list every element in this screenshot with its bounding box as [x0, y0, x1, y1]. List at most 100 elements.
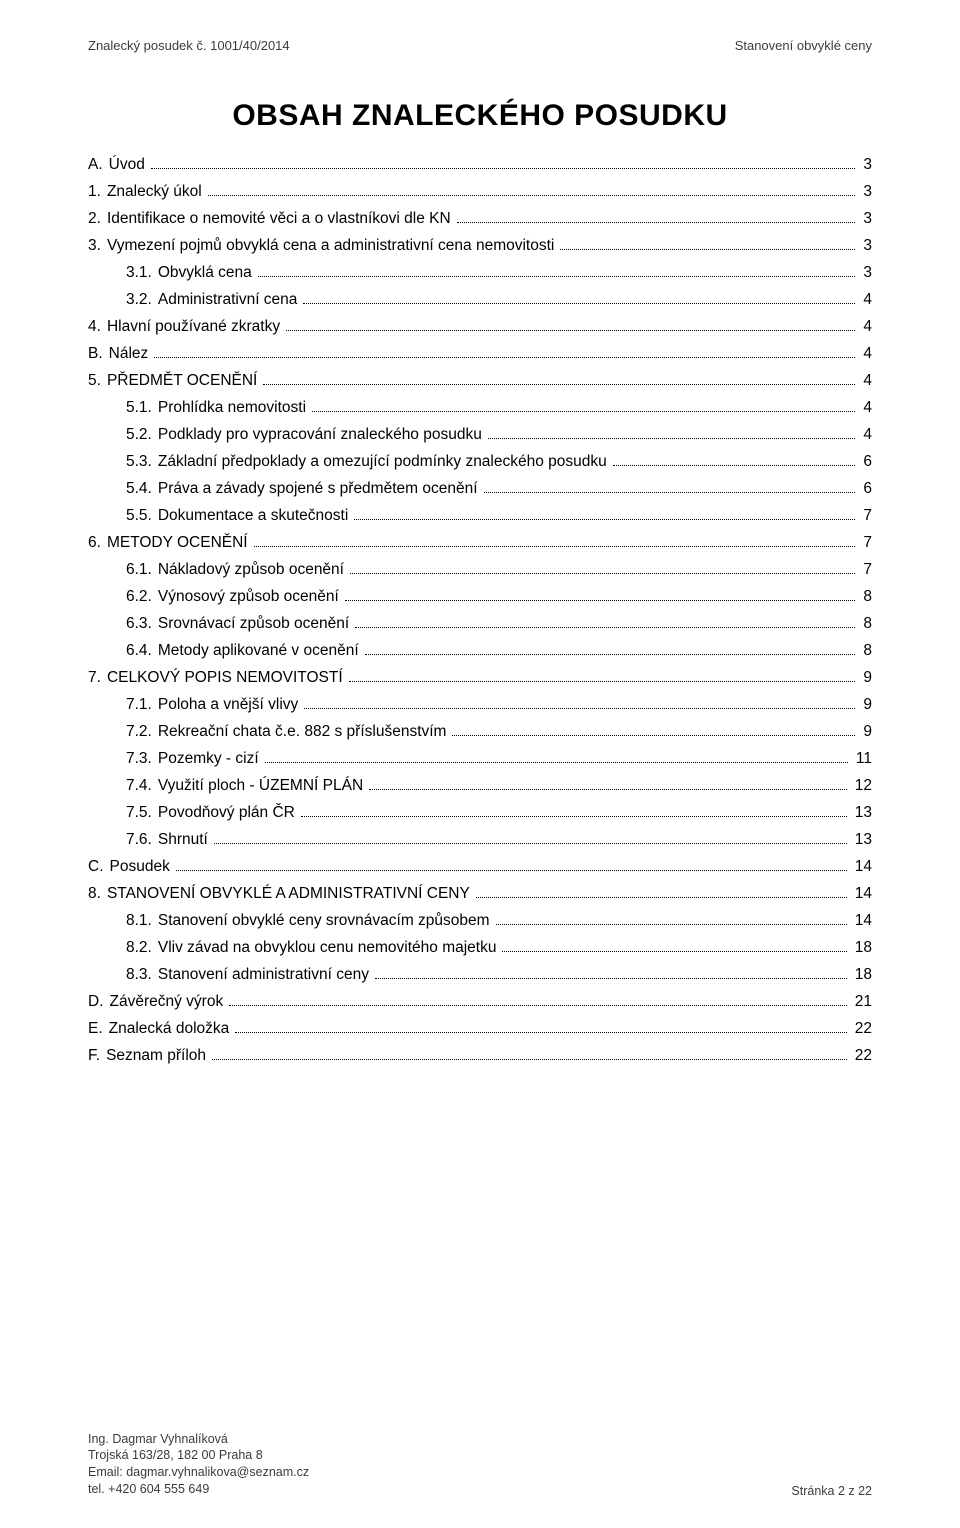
toc-entry-label: METODY OCENĚNÍ [101, 535, 248, 551]
toc-leader-dots [212, 1059, 847, 1060]
title-rest: BSAH ZNALECKÉHO POSUDKU [256, 99, 728, 132]
toc-entry-label: Metody aplikované v ocenění [152, 643, 359, 659]
footer-page-number: Stránka 2 z 22 [791, 1484, 872, 1498]
toc-entry-label: Vliv závad na obvyklou cenu nemovitého m… [152, 940, 497, 956]
toc-entry-page: 3 [859, 238, 872, 254]
toc-entry-number: A. [88, 157, 103, 173]
toc-leader-dots [354, 519, 855, 520]
toc-entry-number: 6.3. [126, 616, 152, 632]
toc-entry: 3.Vymezení pojmů obvyklá cena a administ… [88, 238, 872, 254]
toc-entry-page: 7 [859, 508, 872, 524]
toc-entry-label: Vymezení pojmů obvyklá cena a administra… [101, 238, 554, 254]
toc-leader-dots [613, 465, 856, 466]
toc-entry-page: 4 [859, 346, 872, 362]
toc-leader-dots [312, 411, 855, 412]
toc-entry-page: 11 [852, 751, 872, 767]
toc-entry: 8.2.Vliv závad na obvyklou cenu nemovité… [126, 940, 872, 956]
toc-entry-number: 5.3. [126, 454, 152, 470]
toc-entry-number: E. [88, 1021, 103, 1037]
toc-entry-label: Znalecký úkol [101, 184, 202, 200]
toc-entry-label: Stanovení obvyklé ceny srovnávacím způso… [152, 913, 490, 929]
toc-entry-label: Nákladový způsob ocenění [152, 562, 344, 578]
toc-entry: E.Znalecká doložka22 [88, 1021, 872, 1037]
toc-entry-number: 3. [88, 238, 101, 254]
toc-entry: 7.CELKOVÝ POPIS NEMOVITOSTÍ9 [88, 670, 872, 686]
toc-entry-number: 7.2. [126, 724, 152, 740]
toc-leader-dots [349, 681, 856, 682]
toc-entry-page: 9 [859, 697, 872, 713]
toc-entry-number: F. [88, 1048, 100, 1064]
toc-leader-dots [375, 978, 847, 979]
toc-entry-page: 4 [859, 319, 872, 335]
toc-entry-number: 5.1. [126, 400, 152, 416]
header-right: Stanovení obvyklé ceny [735, 38, 872, 53]
toc-leader-dots [265, 762, 848, 763]
toc-entry-label: Úvod [103, 157, 145, 173]
toc-entry-page: 3 [859, 157, 872, 173]
toc-leader-dots [154, 357, 855, 358]
toc-entry: 6.4.Metody aplikované v ocenění 8 [126, 643, 872, 659]
toc-entry: 5.5.Dokumentace a skutečnosti7 [126, 508, 872, 524]
toc-entry-label: Shrnutí [152, 832, 208, 848]
toc-entry-number: 8.2. [126, 940, 152, 956]
toc-entry: 7.2.Rekreační chata č.e. 882 s příslušen… [126, 724, 872, 740]
toc-entry-page: 12 [851, 778, 872, 794]
toc-entry-number: 7.4. [126, 778, 152, 794]
toc-entry-label: Obvyklá cena [152, 265, 252, 281]
toc-leader-dots [151, 168, 856, 169]
toc-entry: C.Posudek14 [88, 859, 872, 875]
footer-tel: tel. +420 604 555 649 [88, 1481, 309, 1498]
footer-email-label: Email: [88, 1465, 126, 1479]
toc-entry-label: Hlavní používané zkratky [101, 319, 280, 335]
toc-leader-dots [304, 708, 855, 709]
toc-leader-dots [208, 195, 856, 196]
toc-entry-page: 18 [851, 967, 872, 983]
toc-entry-label: Dokumentace a skutečnosti [152, 508, 348, 524]
toc-leader-dots [214, 843, 847, 844]
toc-leader-dots [452, 735, 855, 736]
toc-leader-dots [369, 789, 847, 790]
toc-entry-page: 6 [859, 454, 872, 470]
toc-entry-number: 1. [88, 184, 101, 200]
toc-entry-number: C. [88, 859, 104, 875]
toc-entry-label: Seznam příloh [100, 1048, 206, 1064]
toc-entry-label: Poloha a vnější vlivy [152, 697, 298, 713]
page-footer: Ing. Dagmar Vyhnalíková Trojská 163/28, … [88, 1431, 872, 1499]
toc-entry: 1.Znalecký úkol3 [88, 184, 872, 200]
toc-entry: 6.2.Výnosový způsob ocenění8 [126, 589, 872, 605]
toc-entry-number: 6.1. [126, 562, 152, 578]
document-page: Znalecký posudek č. 1001/40/2014 Stanove… [0, 0, 960, 1528]
toc-entry-number: 6.2. [126, 589, 152, 605]
toc-entry-number: 8. [88, 886, 101, 902]
toc-leader-dots [176, 870, 847, 871]
toc-entry-page: 8 [859, 643, 872, 659]
toc-entry: 7.6.Shrnutí13 [126, 832, 872, 848]
toc-entry-label: Rekreační chata č.e. 882 s příslušenství… [152, 724, 447, 740]
footer-email: dagmar.vyhnalikova@seznam.cz [126, 1465, 309, 1479]
toc-leader-dots [254, 546, 856, 547]
header-left: Znalecký posudek č. 1001/40/2014 [88, 38, 290, 53]
toc-entry: 5.1.Prohlídka nemovitosti4 [126, 400, 872, 416]
toc-entry-page: 4 [859, 292, 872, 308]
toc-leader-dots [301, 816, 847, 817]
toc-entry-page: 7 [859, 562, 872, 578]
toc-entry-label: PŘEDMĚT OCENĚNÍ [101, 373, 257, 389]
toc-entry-number: 7.1. [126, 697, 152, 713]
toc-entry-page: 9 [859, 670, 872, 686]
toc-leader-dots [484, 492, 856, 493]
toc-entry-number: 6.4. [126, 643, 152, 659]
toc-entry-page: 8 [859, 616, 872, 632]
toc-entry: A.Úvod 3 [88, 157, 872, 173]
toc-entry-number: 2. [88, 211, 101, 227]
toc-entry-number: B. [88, 346, 103, 362]
footer-address: Trojská 163/28, 182 00 Praha 8 [88, 1447, 309, 1464]
toc-entry-label: Stanovení administrativní ceny [152, 967, 369, 983]
toc-entry-page: 18 [851, 940, 872, 956]
toc-entry-page: 8 [859, 589, 872, 605]
title-prefix: O [232, 99, 256, 132]
toc-entry-number: 8.3. [126, 967, 152, 983]
toc-leader-dots [502, 951, 846, 952]
toc-entry: 3.2.Administrativní cena4 [126, 292, 872, 308]
toc-entry-page: 4 [859, 427, 872, 443]
toc-entry: F.Seznam příloh22 [88, 1048, 872, 1064]
